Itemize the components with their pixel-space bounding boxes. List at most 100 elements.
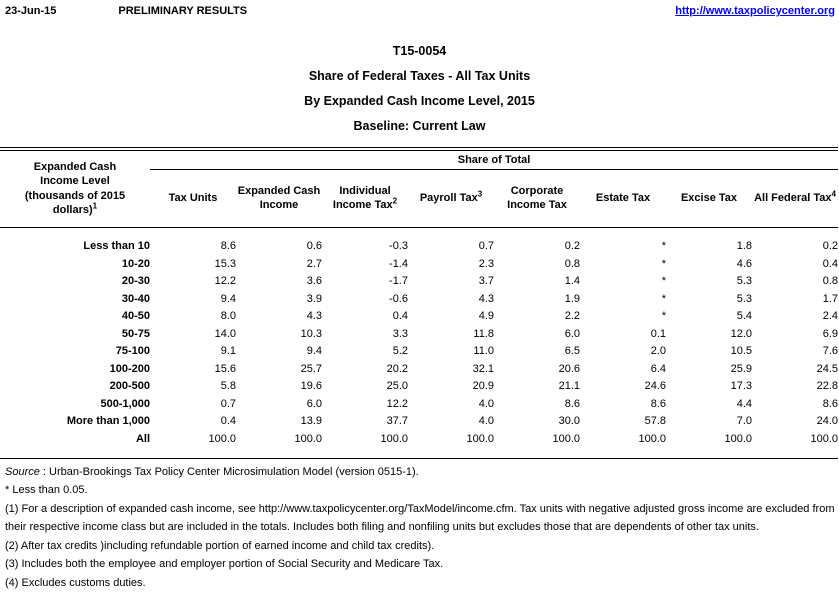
cell: *	[661, 257, 666, 270]
bottom-spacer-row	[0, 448, 838, 458]
row-label: 50-75	[121, 327, 150, 340]
cell: 57.8	[644, 415, 666, 428]
cell: 8.6	[220, 240, 236, 253]
cell: 12.2	[214, 275, 236, 288]
row-label: All	[135, 432, 150, 445]
column-header-row: Tax Units Expanded Cash Income Individual …	[0, 169, 839, 228]
row-label: More than 1,000	[66, 415, 150, 428]
column-header-7: Excise Tax	[666, 169, 752, 228]
cell: 19.6	[300, 380, 322, 393]
source-label: Source	[5, 465, 40, 478]
cell: 24.6	[644, 380, 666, 393]
tax-share-table: Expanded Cash Income Level (thousands of 2…	[0, 147, 839, 459]
table-row: 10-20 15.3 2.7 -1.4 2.3 0.8 * 4.6 0.4	[0, 256, 838, 274]
cell: 2.2	[564, 310, 580, 323]
row-label: 10-20	[121, 257, 150, 270]
cell: 5.3	[736, 292, 752, 305]
column-header-1: Tax Units	[150, 169, 236, 228]
cell: 4.0	[478, 415, 494, 428]
row-label: 200-500	[109, 380, 150, 393]
cell: 0.4	[822, 257, 839, 270]
cell: -1.7	[389, 275, 408, 288]
cell: 5.4	[736, 310, 752, 323]
cell: 4.3	[306, 310, 322, 323]
cell: 100.0	[466, 432, 494, 445]
cell: 10.5	[730, 345, 752, 358]
website-link[interactable]: http://www.taxpolicycenter.org	[675, 5, 835, 17]
cell: 10.3	[300, 327, 322, 340]
column-header-8: All Federal Tax4	[752, 169, 839, 228]
cell: 2.0	[650, 345, 666, 358]
top-bar: 23-Jun-15 PRELIMINARY RESULTS http://www…	[0, 0, 839, 18]
cell: 25.7	[300, 362, 322, 375]
cell: -0.6	[389, 292, 408, 305]
cell: 7.6	[822, 345, 839, 358]
source-note: Source : Urban-Brookings Tax Policy Cent…	[5, 463, 835, 482]
cell: 1.7	[822, 292, 839, 305]
table-row: 100-200 15.6 25.7 20.2 32.1 20.6 6.4 25.9 24.5	[0, 361, 838, 379]
cell: 0.7	[478, 240, 494, 253]
cell: *	[661, 310, 666, 323]
table-row: 500-1,000 0.7 6.0 12.2 4.0 8.6 8.6 4.4 8.6	[0, 396, 838, 414]
cell: 2.4	[822, 310, 839, 323]
footnotes: Source : Urban-Brookings Tax Policy Cent…	[0, 459, 839, 593]
cell: 100.0	[208, 432, 236, 445]
table-title: Share of Federal Taxes - All Tax Units	[308, 69, 531, 83]
cell: 37.7	[386, 415, 408, 428]
cell: 24.5	[816, 362, 839, 375]
cell: 14.0	[214, 327, 236, 340]
cell: 30.0	[558, 415, 580, 428]
cell: 3.9	[306, 292, 322, 305]
table-row: 40-50 8.0 4.3 0.4 4.9 2.2 * 5.4 2.4	[0, 308, 838, 326]
cell: -1.4	[389, 257, 408, 270]
cell: 11.0	[473, 345, 494, 358]
row-label: Less than 10	[83, 240, 150, 253]
row-label: 30-40	[121, 292, 150, 305]
cell: 20.2	[386, 362, 408, 375]
cell: 20.9	[472, 380, 494, 393]
cell: 6.5	[564, 345, 580, 358]
note-list: * Less than 0.05. (1) For a description o…	[5, 481, 835, 592]
cell: 0.8	[564, 257, 580, 270]
footnote: * Less than 0.05.	[5, 484, 88, 496]
cell: 15.6	[214, 362, 236, 375]
column-header-6: Estate Tax	[580, 169, 666, 228]
cell: 25.9	[730, 362, 752, 375]
cell: 25.0	[386, 380, 408, 393]
cell: 12.0	[730, 327, 752, 340]
table-row: More than 1,000 0.4 13.9 37.7 4.0 30.0 57.8 7.0…	[0, 413, 838, 431]
footnote: (1) For a description of expanded cash i…	[5, 502, 835, 534]
cell: *	[661, 240, 666, 253]
cell: 1.4	[564, 275, 580, 288]
cell: 0.4	[392, 310, 408, 323]
column-header-5: Corporate Income Tax	[494, 169, 580, 228]
cell: *	[661, 275, 666, 288]
table-row: Less than 10 8.6 0.6 -0.3 0.7 0.2 * 1.8 0.2	[0, 238, 838, 256]
row-label: 100-200	[109, 362, 150, 375]
title-block: T15-0054 Share of Federal Taxes - All Ta…	[0, 44, 839, 134]
footnote: (4) Excludes customs duties.	[5, 576, 146, 589]
row-label: 40-50	[121, 310, 150, 323]
cell: 24.0	[816, 415, 839, 428]
cell: 4.3	[478, 292, 494, 305]
cell: 0.8	[822, 275, 839, 288]
cell: 0.1	[650, 327, 666, 340]
column-header-2: Expanded Cash Income	[236, 169, 322, 228]
cell: 4.6	[736, 257, 752, 270]
cell: 0.4	[220, 415, 236, 428]
header-spacer-row	[0, 227, 838, 238]
footnote: (3) Includes both the employee and emplo…	[5, 558, 444, 570]
baseline-title: Baseline: Current Law	[353, 119, 486, 133]
cell: 3.6	[306, 275, 322, 288]
cell: 13.9	[300, 415, 322, 428]
cell: 5.2	[392, 345, 408, 358]
cell: 4.4	[736, 397, 752, 410]
cell: -0.3	[389, 240, 408, 253]
cell: 5.3	[736, 275, 752, 288]
cell: 2.7	[306, 257, 322, 270]
cell: 6.0	[306, 397, 322, 410]
table-subtitle: By Expanded Cash Income Level, 2015	[304, 94, 535, 108]
cell: 11.8	[473, 327, 494, 340]
cell: 2.3	[478, 257, 494, 270]
